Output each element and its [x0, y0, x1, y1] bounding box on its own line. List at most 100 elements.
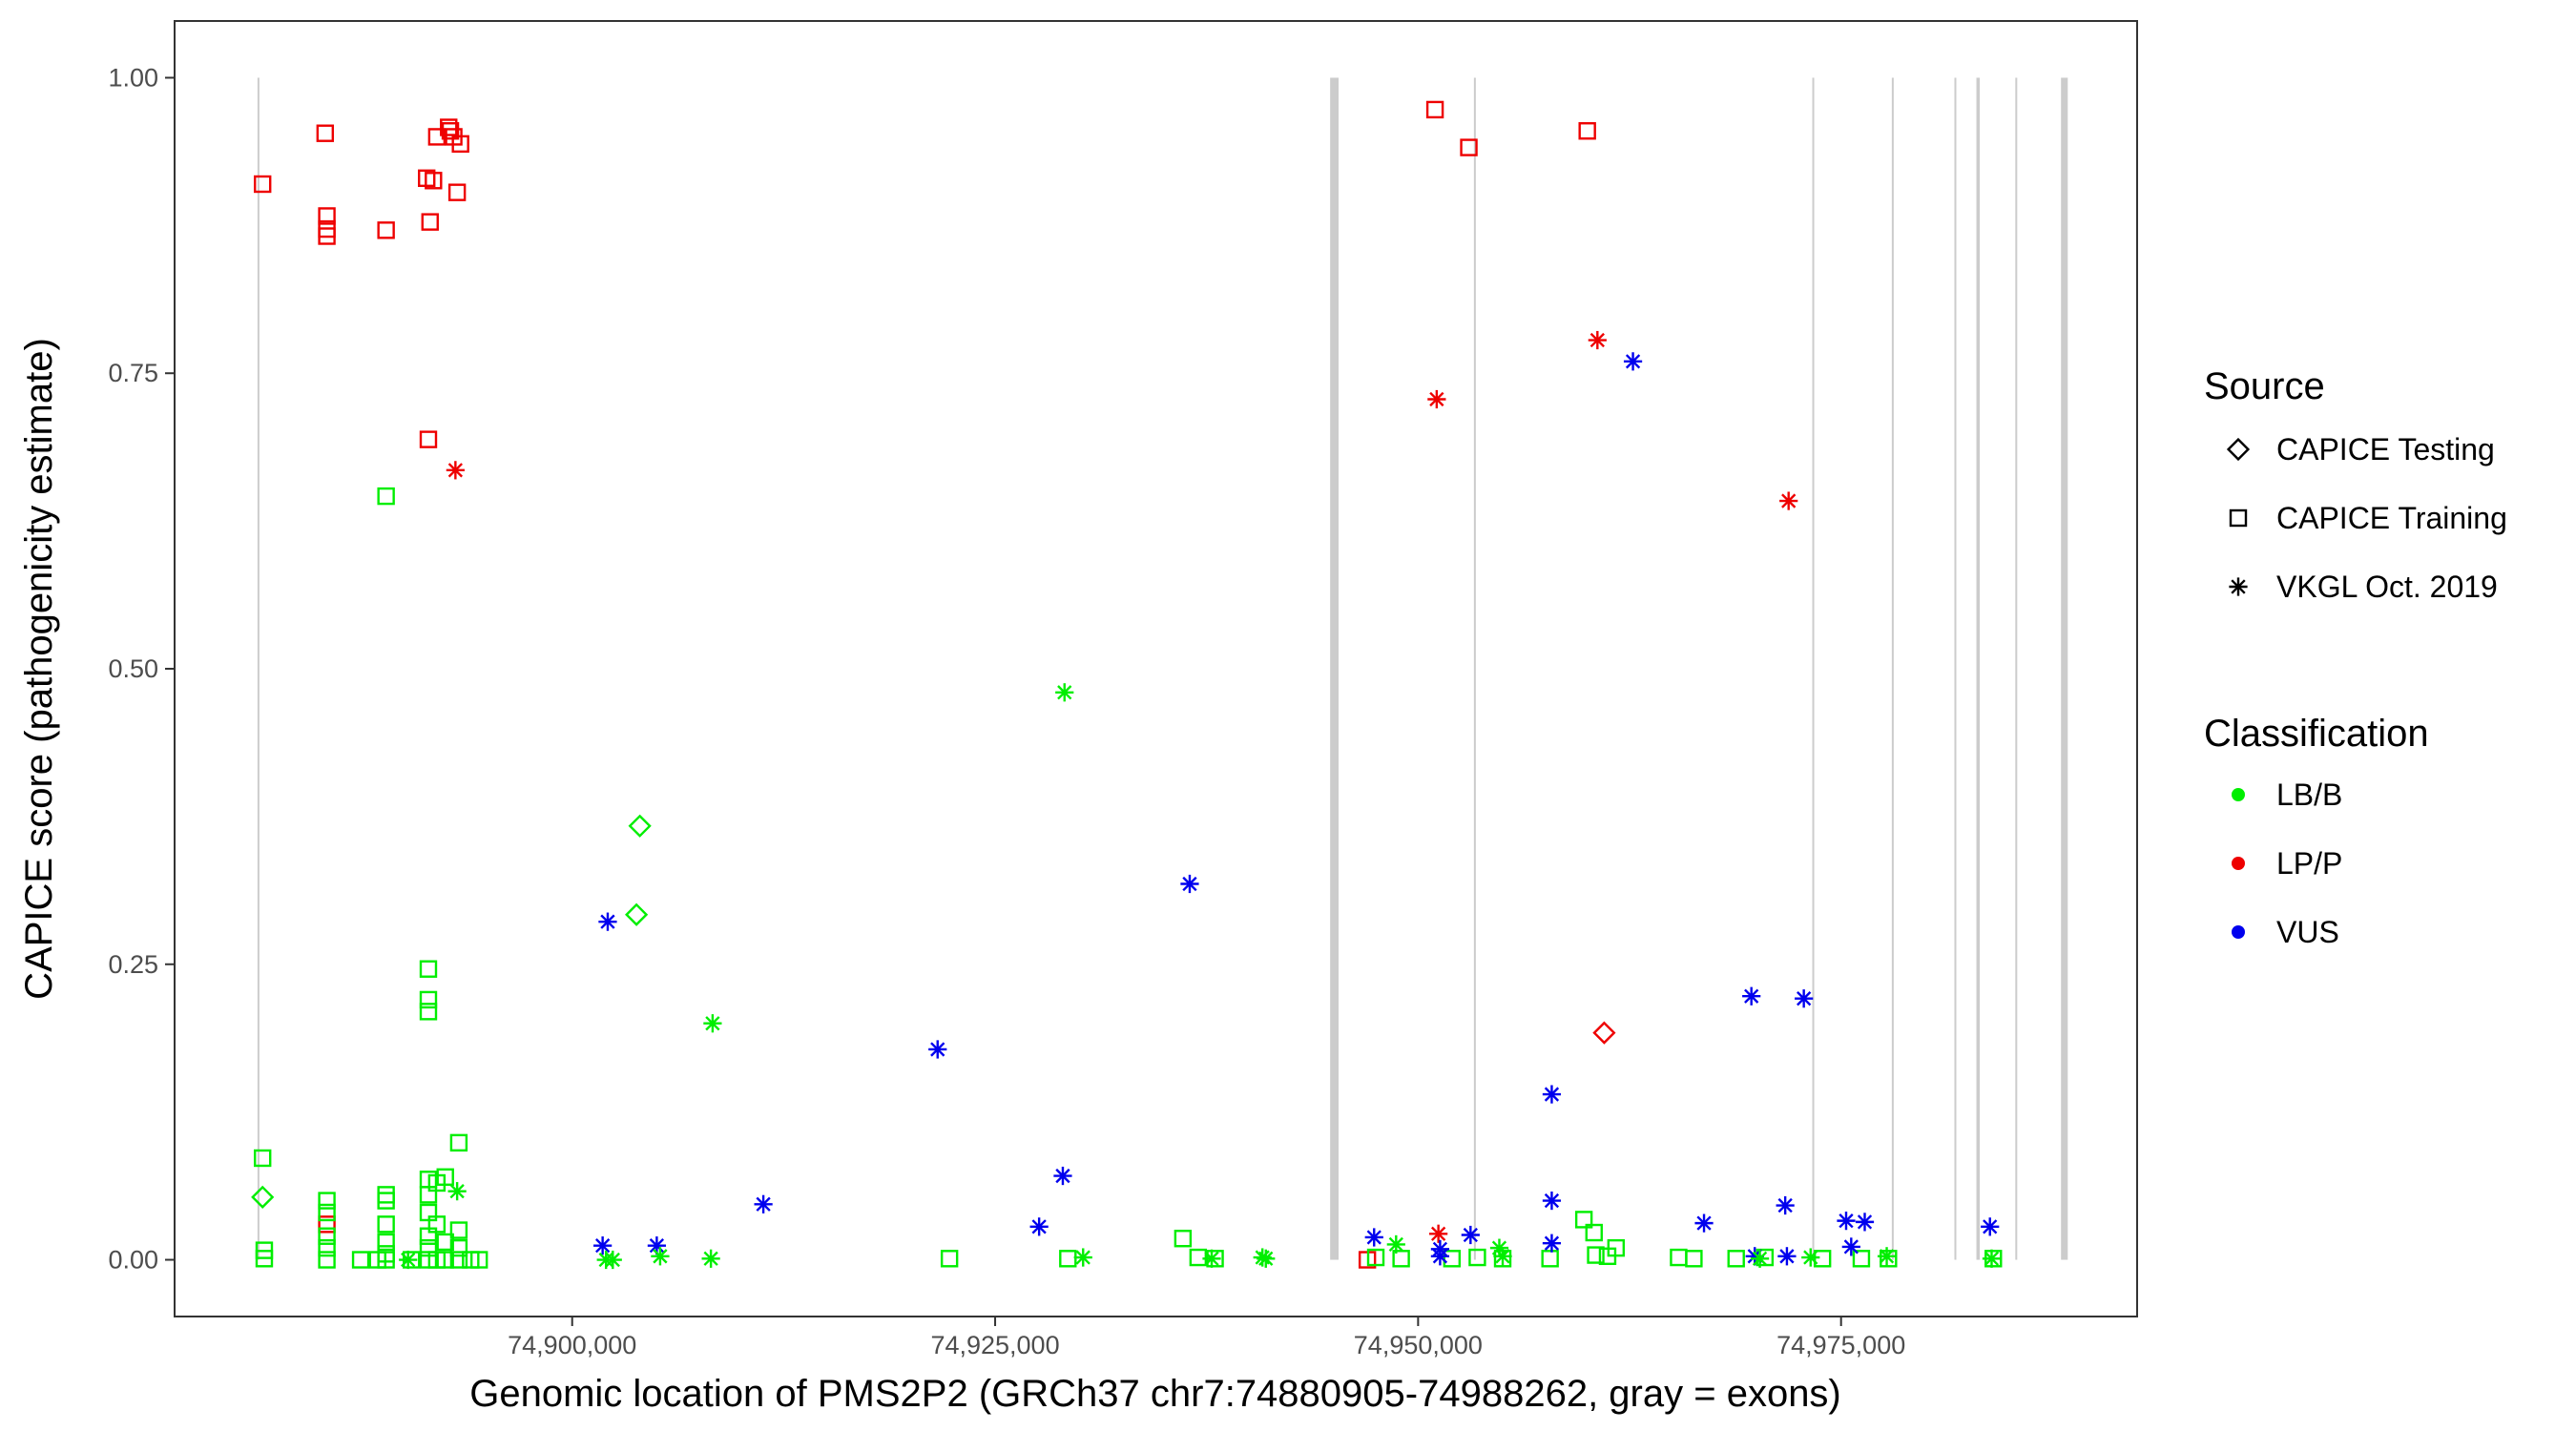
- data-point: [419, 1003, 438, 1021]
- point-layer: [251, 100, 2003, 1270]
- legend: Source CAPICE Testing CAPICE Training VKGL…: [2204, 365, 2507, 949]
- data-point: [1877, 1247, 1897, 1266]
- data-point: [1180, 874, 1199, 894]
- y-tick-label: 0.75: [108, 359, 158, 387]
- data-point: [1742, 986, 1761, 1006]
- data-point: [1542, 1234, 1562, 1253]
- data-point: [441, 122, 460, 140]
- data-point: [1460, 138, 1478, 156]
- data-point: [1073, 1248, 1092, 1267]
- data-point: [1029, 1217, 1049, 1236]
- data-point: [318, 1215, 336, 1234]
- data-point: [1592, 1021, 1616, 1045]
- data-point: [1468, 1248, 1486, 1267]
- data-point: [399, 1250, 418, 1270]
- data-point: [440, 118, 458, 136]
- data-point: [754, 1194, 773, 1213]
- y-axis: 0.00 0.25 0.50 0.75 1.00: [108, 63, 175, 1275]
- data-point: [1852, 1250, 1871, 1268]
- data-point: [651, 1247, 670, 1266]
- data-point: [377, 1233, 395, 1252]
- data-point: [254, 1149, 272, 1168]
- data-point: [251, 1185, 275, 1209]
- data-point: [1880, 1250, 1898, 1268]
- data-point: [1053, 1166, 1072, 1186]
- data-point: [255, 1250, 274, 1268]
- data-point: [1837, 1212, 1856, 1231]
- data-point: [427, 128, 447, 146]
- data-point: [449, 1133, 468, 1152]
- data-point: [451, 135, 469, 154]
- data-point: [1607, 1238, 1626, 1257]
- data-point: [318, 1192, 336, 1210]
- exon-band: [2015, 77, 2018, 1260]
- data-point: [377, 1192, 395, 1210]
- data-point: [1585, 1223, 1603, 1242]
- legend-key-color: [2232, 857, 2245, 870]
- y-tick-label: 0.50: [108, 654, 158, 683]
- data-point: [1202, 1249, 1221, 1268]
- data-point: [419, 430, 438, 448]
- data-point: [449, 1238, 468, 1257]
- legend-classification-label: LP/P: [2276, 846, 2342, 881]
- data-point: [1253, 1248, 1272, 1267]
- data-point: [1257, 1249, 1276, 1268]
- data-point: [318, 1203, 336, 1222]
- data-point: [1059, 1250, 1077, 1268]
- data-point: [254, 175, 272, 194]
- data-point: [436, 1251, 454, 1269]
- legend-key-square: [2229, 508, 2248, 528]
- exon-band: [2061, 77, 2068, 1260]
- data-point: [449, 1251, 468, 1269]
- data-point: [1461, 1225, 1480, 1245]
- exon-band: [1954, 77, 1957, 1260]
- data-point: [1588, 330, 1607, 350]
- legend-classification-items: LB/B LP/P VUS: [2232, 778, 2342, 949]
- x-tick-label: 74,950,000: [1354, 1331, 1483, 1359]
- y-axis-title: CAPICE score (pathogenicity estimate): [18, 338, 60, 1000]
- x-tick-label: 74,925,000: [930, 1331, 1059, 1359]
- data-point: [1364, 1228, 1383, 1247]
- legend-classification-label: VUS: [2276, 915, 2339, 949]
- data-point: [1776, 1195, 1795, 1215]
- exon-band: [1330, 77, 1340, 1260]
- data-point: [928, 1040, 947, 1059]
- data-point: [377, 487, 395, 506]
- data-point: [1542, 1191, 1562, 1211]
- data-point: [1386, 1234, 1405, 1255]
- data-point: [318, 1251, 336, 1269]
- data-point: [1427, 389, 1446, 409]
- data-point: [598, 912, 617, 931]
- data-point: [419, 990, 438, 1009]
- data-point: [1750, 1249, 1770, 1268]
- data-point: [447, 1182, 467, 1201]
- data-point: [1795, 989, 1814, 1008]
- data-point: [425, 172, 443, 190]
- x-axis-title: Genomic location of PMS2P2 (GRCh37 chr7:…: [469, 1373, 1841, 1415]
- legend-classification-label: LB/B: [2276, 778, 2342, 812]
- legend-key-diamond: [2226, 437, 2251, 462]
- data-point: [940, 1250, 959, 1268]
- data-point: [625, 902, 649, 926]
- data-point: [1425, 100, 1444, 119]
- x-axis: 74,900,000 74,925,000 74,950,000 74,975,000: [508, 1317, 1905, 1359]
- data-point: [1685, 1250, 1703, 1268]
- data-point: [419, 960, 438, 978]
- x-tick-label: 74,975,000: [1776, 1331, 1905, 1359]
- data-point: [436, 1233, 454, 1252]
- legend-key-color: [2232, 788, 2245, 801]
- data-point: [427, 1215, 447, 1234]
- data-point: [446, 461, 465, 480]
- data-point: [316, 124, 335, 142]
- data-point: [1623, 352, 1643, 371]
- exon-band: [1976, 77, 1981, 1260]
- data-point: [703, 1014, 722, 1033]
- legend-source-label: CAPICE Training: [2276, 501, 2507, 535]
- legend-classification-title: Classification: [2204, 713, 2429, 755]
- data-point: [1541, 1250, 1559, 1268]
- plot-panel: [175, 21, 2137, 1317]
- data-point: [628, 814, 652, 838]
- data-point: [1430, 1247, 1450, 1266]
- data-point: [1801, 1248, 1820, 1267]
- exon-band: [257, 77, 260, 1260]
